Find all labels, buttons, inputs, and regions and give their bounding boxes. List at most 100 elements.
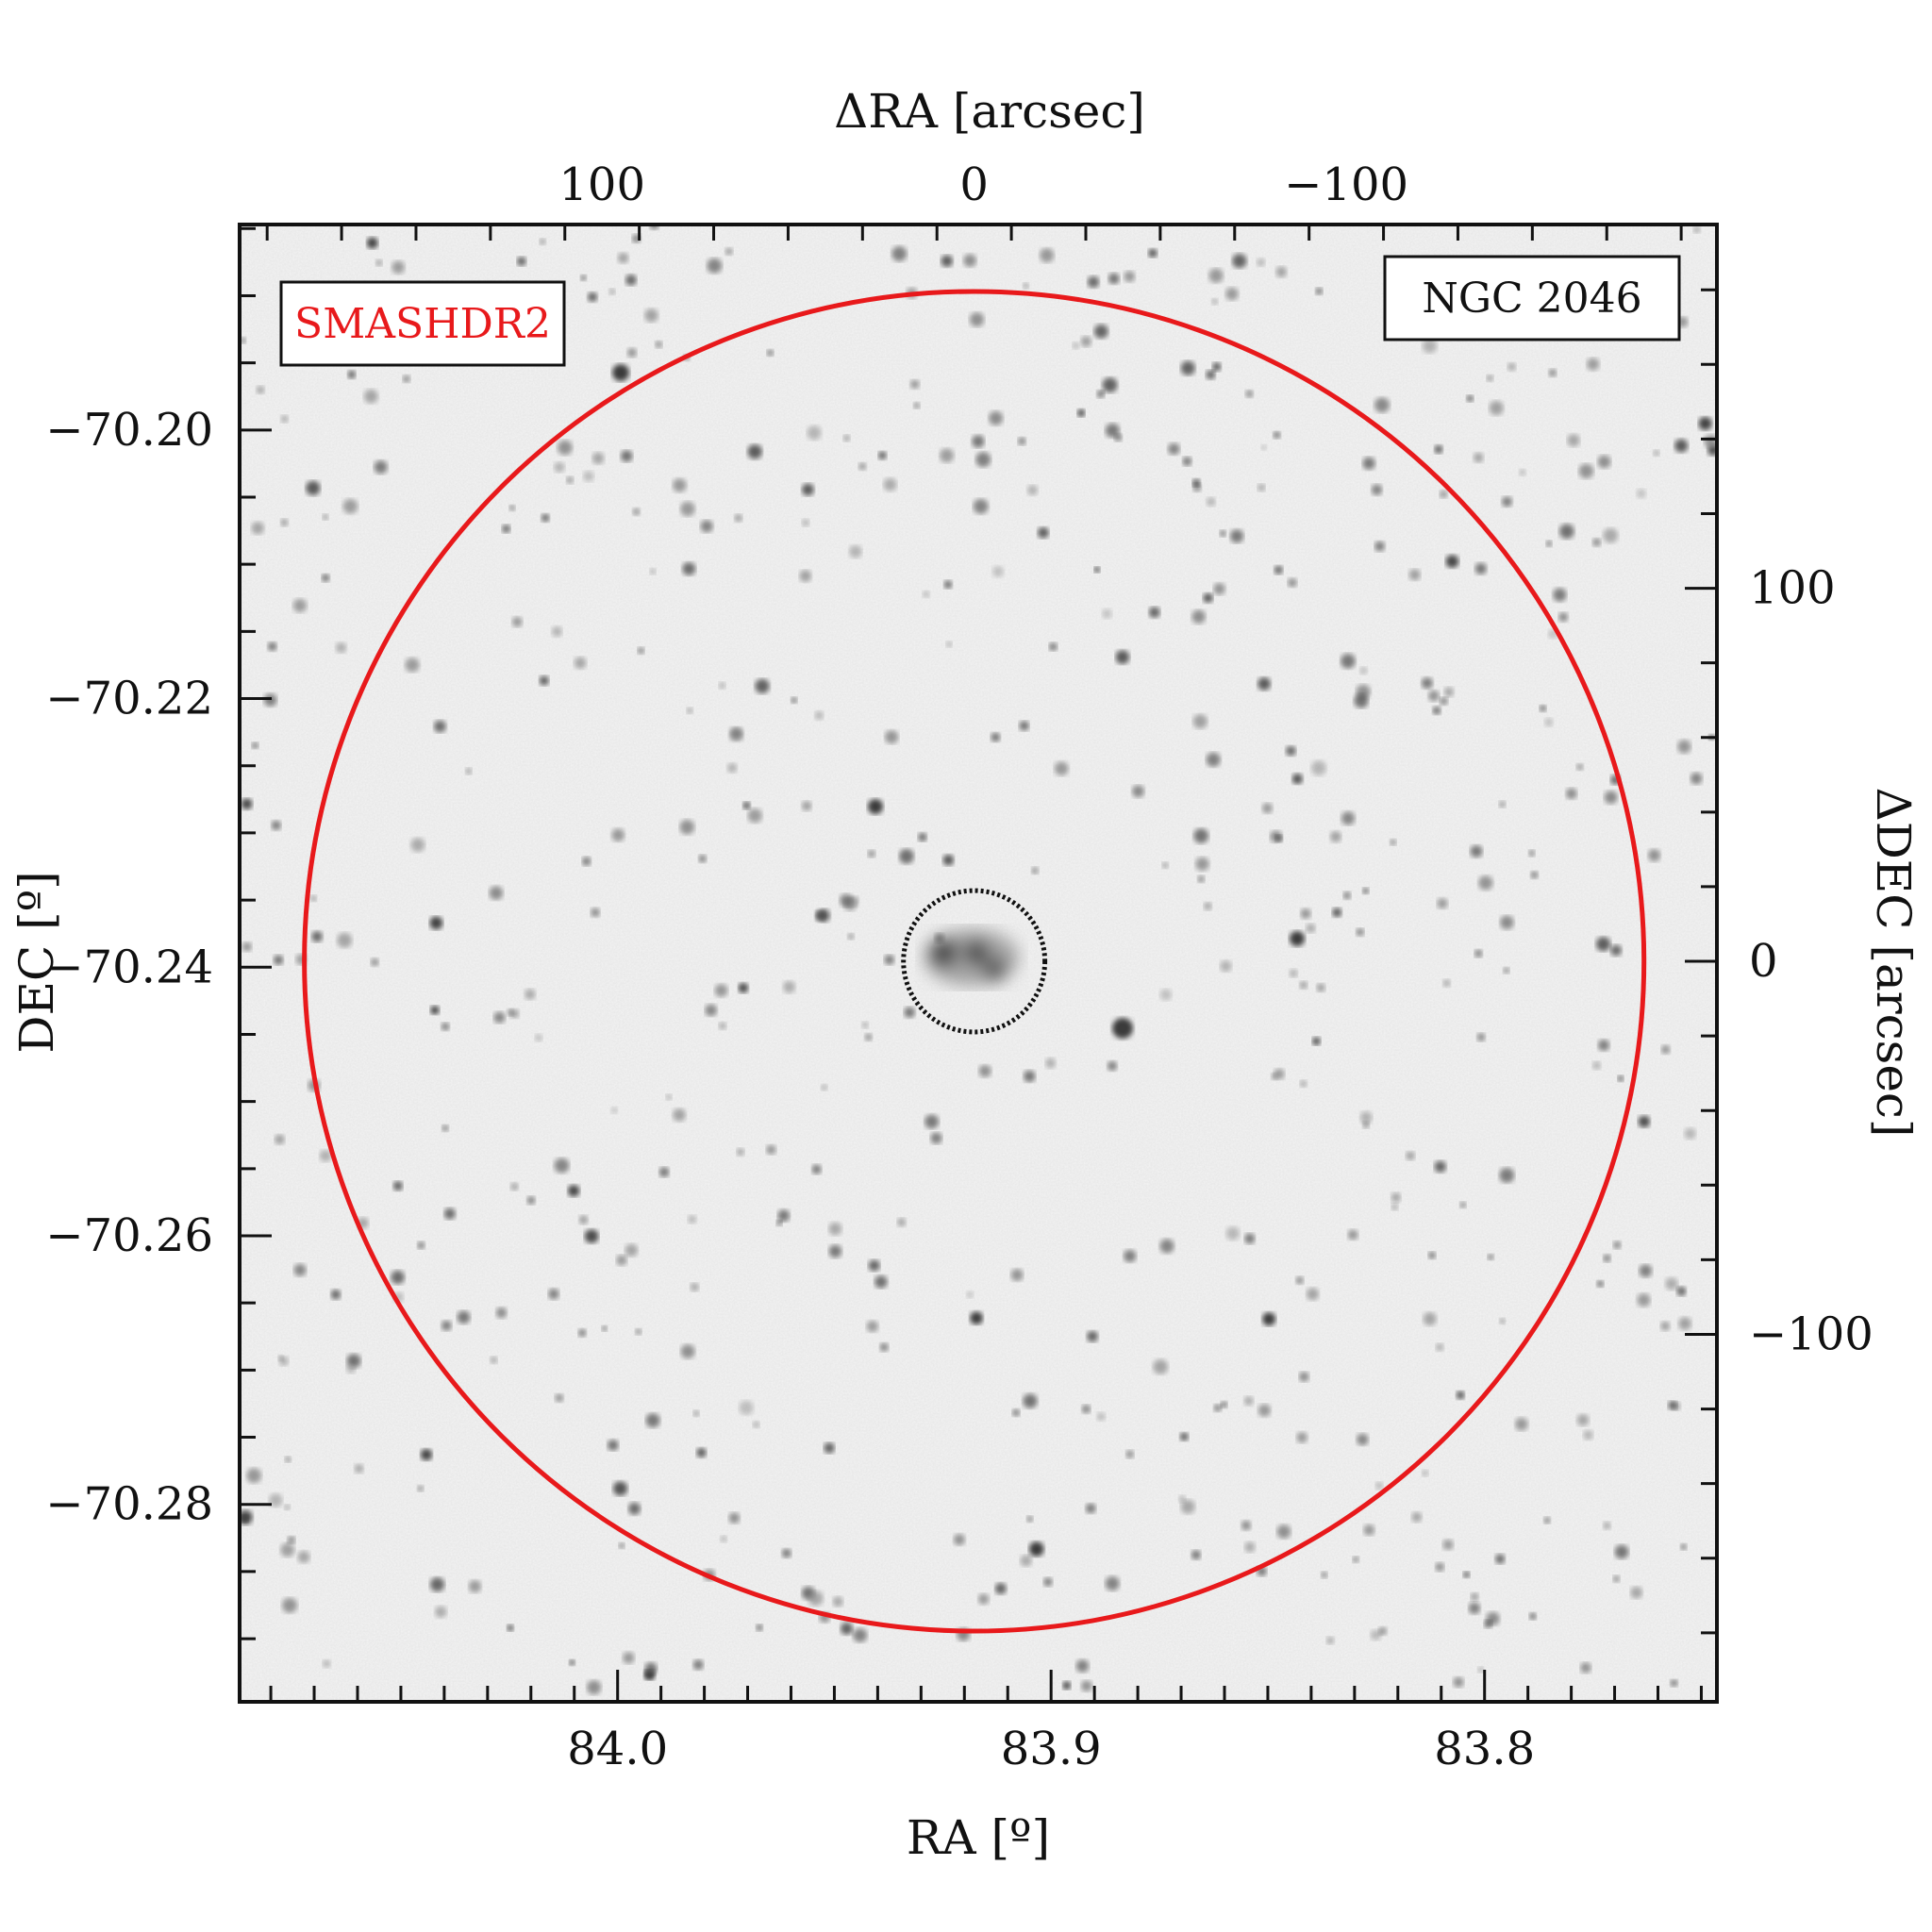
star	[285, 1456, 291, 1463]
star	[1453, 1676, 1464, 1688]
star	[441, 1320, 452, 1331]
star	[714, 984, 728, 997]
star	[1356, 927, 1365, 937]
star	[610, 1107, 618, 1114]
star	[1326, 1636, 1335, 1645]
star	[1468, 1602, 1481, 1614]
star	[548, 1288, 559, 1300]
star	[1498, 801, 1507, 808]
star	[1203, 592, 1213, 603]
star	[992, 566, 1004, 577]
star	[623, 1652, 635, 1664]
star	[1180, 360, 1195, 375]
star	[700, 520, 713, 533]
object-label: NGC 2046	[1422, 275, 1641, 323]
left-tick-label: −70.20	[45, 404, 213, 457]
star	[1470, 844, 1483, 858]
star	[1192, 714, 1208, 729]
star	[801, 801, 812, 811]
bright-star	[1112, 1018, 1133, 1039]
star	[777, 1209, 791, 1223]
star	[868, 1259, 880, 1272]
star	[625, 274, 637, 286]
star	[1614, 1544, 1629, 1559]
star	[1072, 341, 1080, 349]
star	[1408, 569, 1421, 581]
star	[322, 514, 328, 521]
star	[1159, 1239, 1174, 1254]
star	[1363, 1524, 1375, 1536]
right-tick-label: −100	[1749, 1307, 1874, 1360]
star	[913, 402, 921, 409]
star	[495, 1307, 508, 1319]
star	[1341, 653, 1356, 669]
star	[1374, 541, 1385, 552]
star	[507, 1624, 514, 1632]
star	[637, 647, 644, 655]
star	[866, 1320, 878, 1333]
star	[821, 1084, 827, 1091]
star	[989, 410, 1004, 425]
star	[271, 820, 281, 830]
star	[632, 508, 641, 516]
star	[1132, 785, 1144, 798]
star	[1195, 857, 1209, 872]
top-tick-label: 0	[959, 158, 989, 211]
star	[1043, 1577, 1053, 1587]
star	[392, 1181, 403, 1191]
star	[1330, 831, 1341, 842]
star	[1288, 577, 1297, 588]
star	[1062, 1681, 1072, 1690]
star	[904, 1007, 915, 1018]
axis-ticks	[240, 225, 1717, 1702]
star	[1676, 1286, 1687, 1296]
star	[742, 801, 751, 809]
star	[584, 1229, 599, 1243]
star	[539, 238, 546, 245]
star	[554, 461, 565, 473]
star	[1093, 324, 1108, 339]
star	[1229, 529, 1244, 543]
star	[1604, 791, 1618, 805]
star	[1257, 483, 1266, 491]
star	[766, 349, 774, 357]
star	[625, 1243, 639, 1257]
star	[1081, 1405, 1091, 1414]
star	[1045, 1058, 1057, 1069]
star	[618, 1542, 625, 1549]
star	[1049, 642, 1058, 651]
star	[1442, 979, 1451, 988]
aperture-circle	[302, 289, 1647, 1634]
star	[1023, 282, 1029, 290]
star	[1031, 867, 1039, 874]
star	[832, 1596, 843, 1607]
star	[808, 1591, 824, 1607]
star	[628, 1502, 641, 1515]
bottom-tick-label: 83.9	[1001, 1723, 1102, 1775]
star	[692, 1410, 700, 1417]
star	[1678, 1317, 1691, 1330]
star	[1191, 478, 1201, 487]
star	[1474, 562, 1487, 575]
star	[766, 1144, 776, 1155]
star	[807, 425, 822, 441]
star	[1466, 394, 1474, 403]
star	[1232, 253, 1247, 269]
star	[942, 854, 955, 866]
star	[690, 1282, 699, 1291]
star	[429, 916, 443, 930]
star	[783, 980, 796, 993]
star	[489, 886, 504, 900]
star	[972, 435, 985, 448]
star	[1544, 718, 1554, 727]
star	[1359, 1111, 1373, 1124]
star	[1159, 989, 1173, 1001]
star	[1371, 484, 1383, 495]
star	[246, 1468, 262, 1484]
star	[493, 1011, 506, 1024]
star	[375, 259, 383, 267]
survey-label: SMASHDR2	[294, 300, 551, 348]
star	[347, 370, 357, 379]
star	[1295, 1276, 1304, 1285]
star	[1519, 469, 1526, 476]
